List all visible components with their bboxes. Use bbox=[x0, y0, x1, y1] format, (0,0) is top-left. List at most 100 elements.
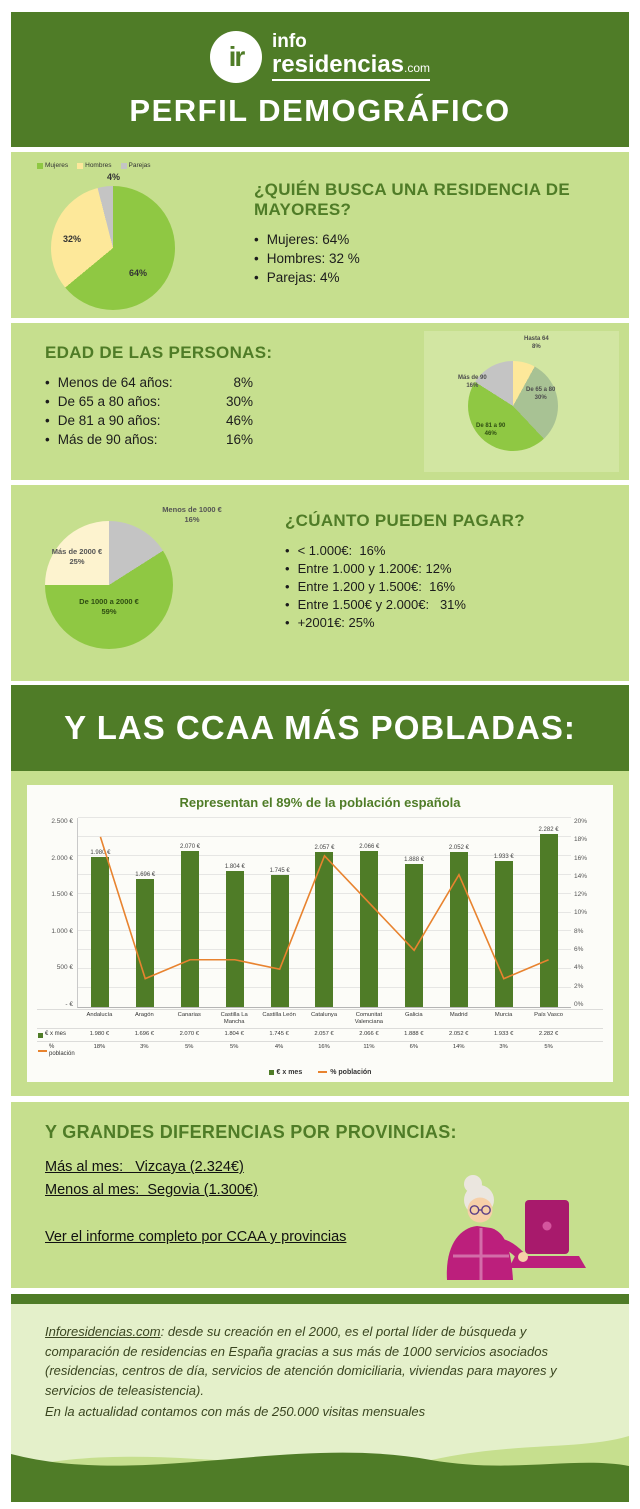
slice-name: De 81 a 90 bbox=[476, 423, 506, 429]
max-per-month-link[interactable]: Más al mes: Vizcaya (2.324€) bbox=[45, 1159, 244, 1175]
slice-name: De 65 a 80 bbox=[526, 387, 556, 393]
legend-label: % población bbox=[330, 1068, 372, 1076]
logo-monogram: ir bbox=[228, 40, 246, 72]
y-axis-tick: 14% bbox=[574, 872, 588, 880]
bar-column: 1.804 € bbox=[212, 818, 257, 1007]
value-cell: 4% bbox=[256, 1040, 302, 1061]
min-per-month-link[interactable]: Menos al mes: Segovia (1.300€) bbox=[45, 1182, 258, 1198]
ccaa-title-band: Y LAS CCAA MÁS POBLADAS: bbox=[11, 685, 629, 771]
gridline bbox=[78, 835, 571, 837]
line-series-swatch-icon bbox=[318, 1071, 328, 1074]
logo-word-residencias: residencias.com bbox=[271, 52, 431, 82]
pie-slice-label-hombres: 32% bbox=[63, 234, 82, 244]
age-pie-chart bbox=[468, 361, 558, 451]
y-axis-tick: 16% bbox=[574, 854, 588, 862]
pay-section-title: ¿CÚANTO PUEDEN PAGAR? bbox=[285, 511, 525, 530]
footer-site-link[interactable]: Inforesidencias.com bbox=[45, 1324, 161, 1339]
slice-pct: 16% bbox=[184, 514, 200, 524]
category-cell: Castilla La Mancha bbox=[211, 1009, 257, 1028]
bullet-text: Mujeres: 64% bbox=[266, 232, 350, 247]
bullet-value: 16% bbox=[225, 432, 253, 447]
footer-paragraph: Inforesidencias.com: desde su creación e… bbox=[45, 1322, 595, 1422]
bar-value-label: 1.696 € bbox=[135, 871, 156, 878]
slice-name: Menos de 1000 € bbox=[162, 505, 222, 514]
bullet-text: Parejas: 4% bbox=[266, 270, 340, 285]
bar-value-label: 1.888 € bbox=[404, 857, 425, 864]
category-cell: Andalucía bbox=[77, 1009, 122, 1028]
pie-slice-label-menos1000: Menos de 1000 €16% bbox=[161, 505, 223, 525]
category-cell: País Vasco bbox=[526, 1009, 571, 1028]
bar bbox=[405, 864, 424, 1007]
bullet-item: +2001€: 25% bbox=[285, 615, 621, 630]
slice-pct: 8% bbox=[532, 343, 541, 350]
table-legend-cell bbox=[37, 1009, 77, 1028]
full-report-link[interactable]: Ver el informe completo por CCAA y provi… bbox=[45, 1229, 347, 1245]
bar-value-label: 2.070 € bbox=[180, 843, 201, 850]
ccaa-chart-section: Representan el 89% de la población españ… bbox=[11, 771, 629, 1096]
y-axis-tick: 10% bbox=[574, 909, 588, 917]
bullet-item: Más de 90 años: 16% bbox=[45, 432, 253, 447]
pay-pie-area: Menos de 1000 €16% Más de 2000 €25% De 1… bbox=[11, 485, 263, 681]
line-series-swatch-icon bbox=[38, 1050, 47, 1053]
provinces-title: Y GRANDES DIFERENCIAS POR PROVINCIAS: bbox=[45, 1122, 457, 1142]
bullet-text: Más de 90 años: bbox=[57, 432, 158, 447]
who-pie-area: Mujeres Hombres Parejas 4% 32% 64% bbox=[11, 152, 246, 318]
legend-swatch-parejas-icon bbox=[120, 162, 127, 169]
bullet-value: 46% bbox=[225, 413, 253, 428]
pie-slice-label-81-90: De 81 a 90 46% bbox=[476, 423, 505, 438]
value-cell: 18% bbox=[77, 1040, 122, 1061]
value-cell: 1.933 € bbox=[481, 1028, 527, 1041]
pay-bullet-list: < 1.000€: 16% Entre 1.000 y 1.200€: 12% … bbox=[285, 543, 621, 630]
bullet-item: Parejas: 4% bbox=[254, 270, 613, 285]
y-axis-tick: 500 € bbox=[56, 964, 73, 972]
who-pie-chart bbox=[51, 186, 175, 310]
who-bullet-list: Mujeres: 64% Hombres: 32 % Parejas: 4% bbox=[254, 232, 613, 285]
who-section-title: ¿QUIÉN BUSCA UNA RESIDENCIA DE MAYORES? bbox=[254, 180, 570, 219]
bar-value-label: 1.933 € bbox=[493, 853, 514, 860]
bar bbox=[225, 870, 244, 1007]
age-section: EDAD DE LAS PERSONAS: Menos de 64 años: 8… bbox=[11, 323, 629, 480]
y-axis-tick: 0% bbox=[574, 1000, 584, 1008]
y-axis-tick: - € bbox=[65, 1000, 73, 1008]
bar bbox=[181, 850, 200, 1007]
slice-pct: 46% bbox=[484, 430, 497, 437]
y-axis-tick: 12% bbox=[574, 891, 588, 899]
y-axis-tick: 2.000 € bbox=[51, 854, 73, 862]
logo-suffix: .com bbox=[404, 60, 431, 75]
chart-data-table: Andalucía Aragón Canarias Castilla La Manch… bbox=[37, 1009, 603, 1061]
legend-item-poblacion: % población bbox=[318, 1069, 371, 1076]
bar-value-label: 2.057 € bbox=[314, 844, 335, 851]
table-spacer-cell bbox=[571, 1028, 603, 1041]
legend-label: Hombres bbox=[85, 162, 112, 169]
bar-series-swatch-icon bbox=[268, 1069, 274, 1075]
category-cell: Canarias bbox=[166, 1009, 212, 1028]
value-cell: 6% bbox=[391, 1040, 437, 1061]
logo-word-info: info bbox=[271, 30, 307, 52]
bullet-text: Entre 1.200 y 1.500€: 16% bbox=[297, 579, 456, 594]
y-axis-tick: 18% bbox=[574, 836, 588, 844]
gridline bbox=[78, 817, 571, 818]
bar-value-label: 1.804 € bbox=[224, 863, 245, 870]
bar-value-label: 1.745 € bbox=[269, 868, 290, 875]
header: ir info residencias.com PERFIL DEMOGRÁFI… bbox=[11, 12, 629, 147]
table-legend-label: % población bbox=[49, 1043, 75, 1058]
slice-name: De 1000 a 2000 € bbox=[79, 597, 139, 606]
y-axis-right: 20% 18% 16% 14% 12% 10% 8% 6% 4% 2% 0% bbox=[571, 818, 603, 1008]
bar bbox=[315, 851, 334, 1007]
slice-pct: 30% bbox=[534, 394, 547, 401]
bullet-text: +2001€: 25% bbox=[297, 615, 375, 630]
ccaa-bar-line-chart: 2.500 € 2.000 € 1.500 € 1.000 € 500 € - € 1.98… bbox=[37, 817, 603, 1076]
bullet-item: Entre 1.500€ y 2.000€: 31% bbox=[285, 597, 621, 612]
category-cell: Aragón bbox=[121, 1009, 167, 1028]
bar-column: 1.888 € bbox=[392, 818, 437, 1007]
slice-pct: 59% bbox=[101, 606, 117, 616]
y-axis-tick: 8% bbox=[574, 927, 584, 935]
bullet-item: Entre 1.000 y 1.200€: 12% bbox=[285, 561, 621, 576]
legend-label: Mujeres bbox=[45, 162, 69, 169]
bar-column: 2.052 € bbox=[437, 818, 482, 1007]
value-cell: 2.052 € bbox=[436, 1028, 482, 1041]
divider-bar bbox=[11, 1294, 629, 1304]
footer-text: : desde su creación en el 2000, es el po… bbox=[45, 1324, 557, 1398]
y-axis-tick: 1.500 € bbox=[51, 891, 73, 899]
chart-grid: 2.500 € 2.000 € 1.500 € 1.000 € 500 € - € 1.98… bbox=[37, 817, 603, 1008]
